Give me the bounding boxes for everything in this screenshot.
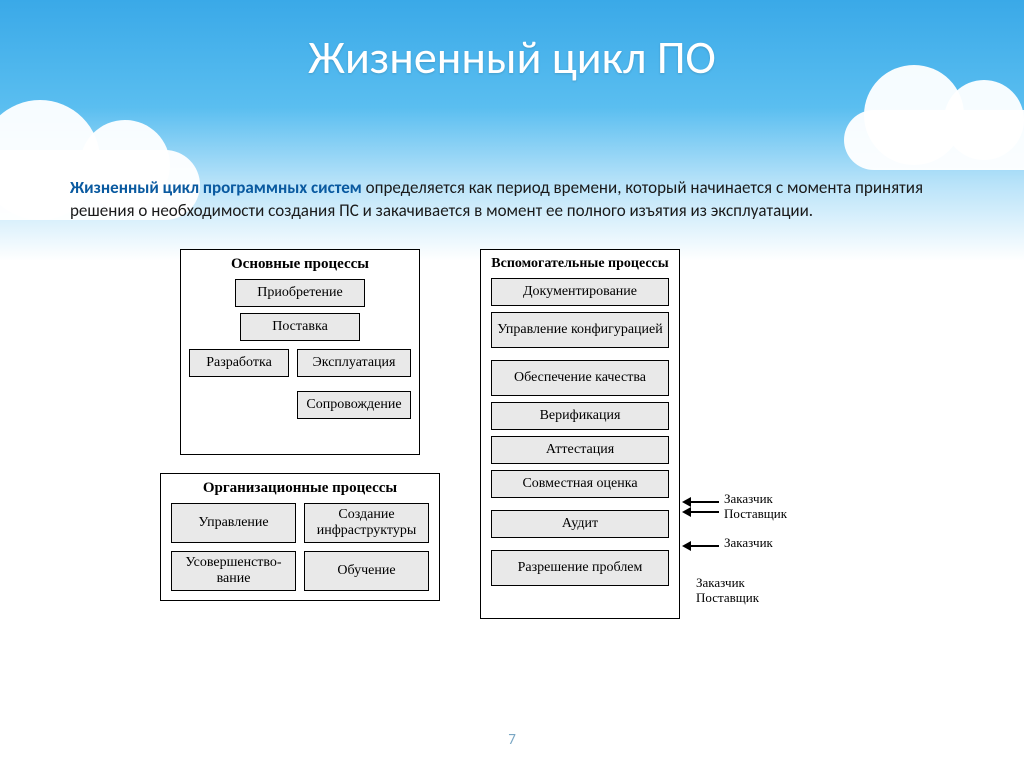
slide-title: Жизненный цикл ПО xyxy=(0,30,1024,86)
slide: Жизненный цикл ПО Жизненный цикл програм… xyxy=(0,0,1024,767)
box-acquisition: Приобретение xyxy=(235,279,365,307)
box-management: Управление xyxy=(171,503,296,543)
box-training: Обучение xyxy=(304,551,429,591)
group-aux-processes: Вспомогательные процессы Документировани… xyxy=(480,249,680,619)
box-quality: Обеспечение качества xyxy=(491,360,669,396)
box-audit: Аудит xyxy=(491,510,669,538)
annotation-joint-review: Заказчик Поставщик xyxy=(724,491,787,522)
intro-paragraph: Жизненный цикл программных систем опреде… xyxy=(70,177,954,223)
box-development: Разработка xyxy=(189,349,289,377)
box-documentation: Документирование xyxy=(491,278,669,306)
box-verification: Верификация xyxy=(491,402,669,430)
box-improvement: Усовершенство- вание xyxy=(171,551,296,591)
arrow-icon xyxy=(682,541,719,551)
box-config-mgmt: Управление конфигурацией xyxy=(491,312,669,348)
box-supply: Поставка xyxy=(240,313,360,341)
slide-body: Жизненный цикл программных систем опреде… xyxy=(70,160,954,689)
annotation-problem-res: Заказчик Поставщик xyxy=(696,575,759,606)
box-attestation: Аттестация xyxy=(491,436,669,464)
box-maintenance: Сопровождение xyxy=(297,391,411,419)
annotation-audit: Заказчик xyxy=(724,535,773,551)
box-problem-res: Разрешение проблем xyxy=(491,550,669,586)
group-aux-title: Вспомогательные процессы xyxy=(489,256,671,272)
group-org-processes: Организационные процессы Управление Созд… xyxy=(160,473,440,601)
box-infrastructure: Создание инфраструктуры xyxy=(304,503,429,543)
lifecycle-diagram: Основные процессы Приобретение Поставка … xyxy=(70,249,954,689)
group-main-title: Основные процессы xyxy=(189,256,411,273)
arrow-icon xyxy=(682,507,719,517)
box-joint-review: Совместная оценка xyxy=(491,470,669,498)
box-operation: Эксплуатация xyxy=(297,349,411,377)
group-org-title: Организационные процессы xyxy=(169,480,431,497)
arrow-icon xyxy=(682,497,719,507)
page-number: 7 xyxy=(0,731,1024,749)
group-main-processes: Основные процессы Приобретение Поставка … xyxy=(180,249,420,455)
intro-lead: Жизненный цикл программных систем xyxy=(70,177,362,198)
